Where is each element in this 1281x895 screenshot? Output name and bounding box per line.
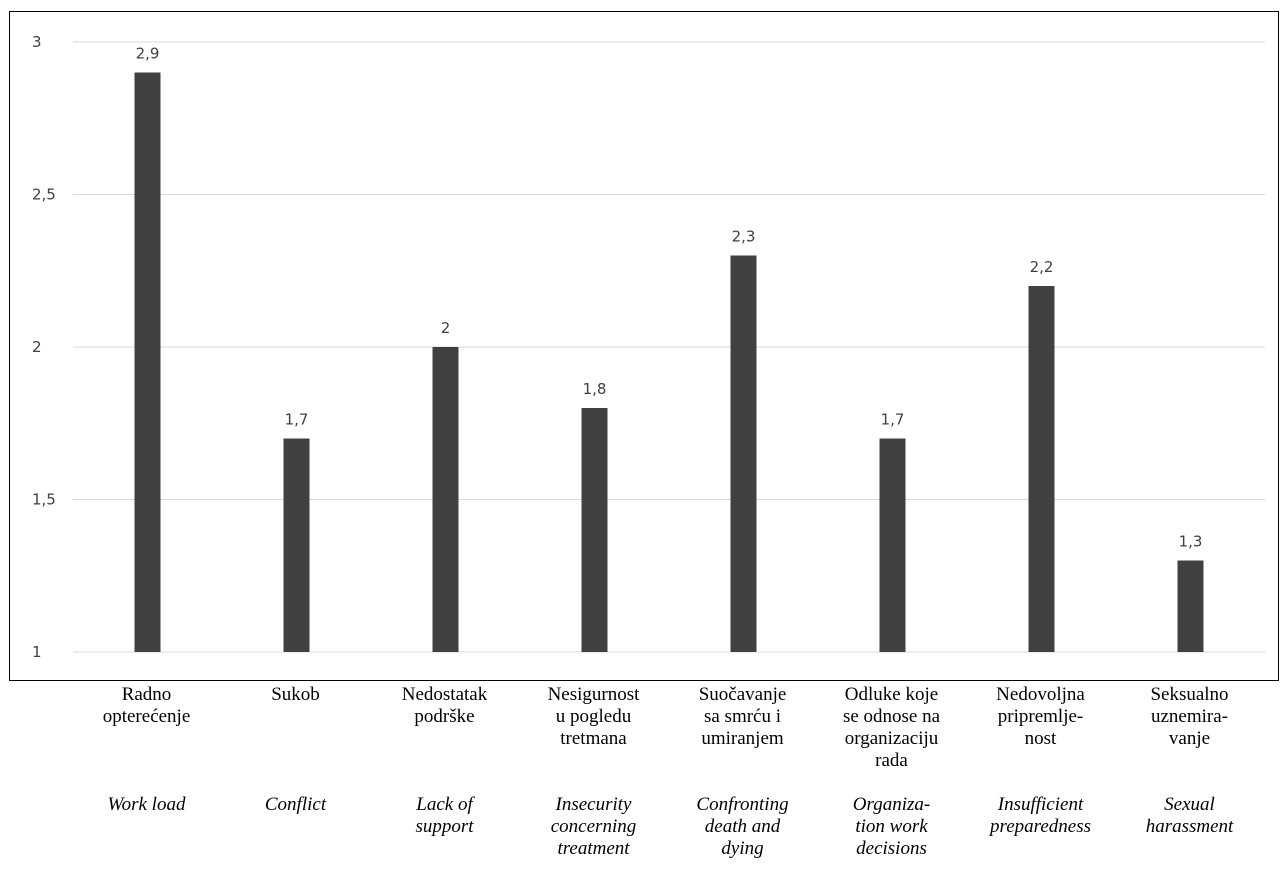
- category-name-serbian: Nesigurnost u pogledu tretmana: [547, 684, 640, 749]
- bar: [581, 408, 608, 652]
- data-label: 1,8: [583, 380, 607, 398]
- data-label: 1,7: [285, 411, 309, 429]
- data-label: 2: [441, 319, 451, 337]
- data-label: 1,7: [881, 411, 905, 429]
- data-label: 2,2: [1030, 258, 1054, 276]
- category-name-serbian: Seksualno uznemira-vanje: [1150, 684, 1229, 749]
- chart-area: 1 1,5 2 2,5 3 2,9 1,7 2 1,8 2,3 1,7 2,2 1,3: [9, 11, 1279, 681]
- category-name-serbian: Suočavanje sa smrću i umiranjem: [698, 684, 787, 749]
- bar-chart: 1 1,5 2 2,5 3 2,9 1,7 2 1,8 2,3 1,7 2,2 1,3: [32, 33, 1265, 661]
- x-category-label: Nesigurnost u pogledu tretmana Insecurity co…: [524, 684, 664, 860]
- x-category-label: Sukob Conflict: [226, 684, 366, 816]
- x-category-label: Radno opterećenje Work load: [77, 684, 217, 816]
- data-label: 1,3: [1179, 533, 1203, 551]
- y-tick-label: 3: [32, 33, 42, 51]
- x-category-label: Nedostatak podrške Lack of support: [375, 684, 515, 838]
- category-name-english: Work load: [107, 794, 186, 815]
- bar: [134, 72, 161, 652]
- category-name-english: Sexual harassment: [1145, 794, 1234, 837]
- category-name-english: Conflict: [264, 794, 327, 815]
- y-tick-label: 1: [32, 643, 42, 661]
- bar: [283, 438, 310, 652]
- category-name-serbian: Sukob: [271, 684, 320, 705]
- x-category-label: Seksualno uznemira-vanje Sexual harassment: [1120, 684, 1260, 838]
- bar: [1028, 286, 1055, 652]
- x-category-label: Odluke koje se odnose na organizaciju rada O…: [822, 684, 962, 860]
- y-tick-label: 2: [32, 338, 42, 356]
- category-name-english: Insecurity concerning treatment: [550, 794, 637, 859]
- bar: [432, 347, 459, 652]
- category-name-serbian: Radno opterećenje: [102, 684, 191, 727]
- y-tick-label: 2,5: [32, 186, 56, 204]
- x-category-label: Nedovoljna pripremlje-nost Insufficient pre…: [971, 684, 1111, 838]
- data-label: 2,3: [732, 228, 756, 246]
- y-tick-label: 1,5: [32, 491, 56, 509]
- category-name-serbian: Odluke koje se odnose na organizaciju rada: [842, 684, 941, 771]
- bar: [879, 438, 906, 652]
- x-category-label: Suočavanje sa smrću i umiranjem Confronting…: [673, 684, 813, 860]
- category-name-serbian: Nedovoljna pripremlje-nost: [996, 684, 1085, 749]
- category-name-english: Lack of support: [415, 794, 474, 837]
- bar: [730, 255, 757, 652]
- category-name-english: Organiza-tion work decisions: [852, 794, 931, 859]
- data-label: 2,9: [136, 45, 160, 63]
- category-name-serbian: Nedostatak podrške: [401, 684, 488, 727]
- category-name-english: Insufficient preparedness: [990, 794, 1091, 837]
- category-name-english: Confronting death and dying: [696, 794, 789, 859]
- bar: [1177, 560, 1204, 652]
